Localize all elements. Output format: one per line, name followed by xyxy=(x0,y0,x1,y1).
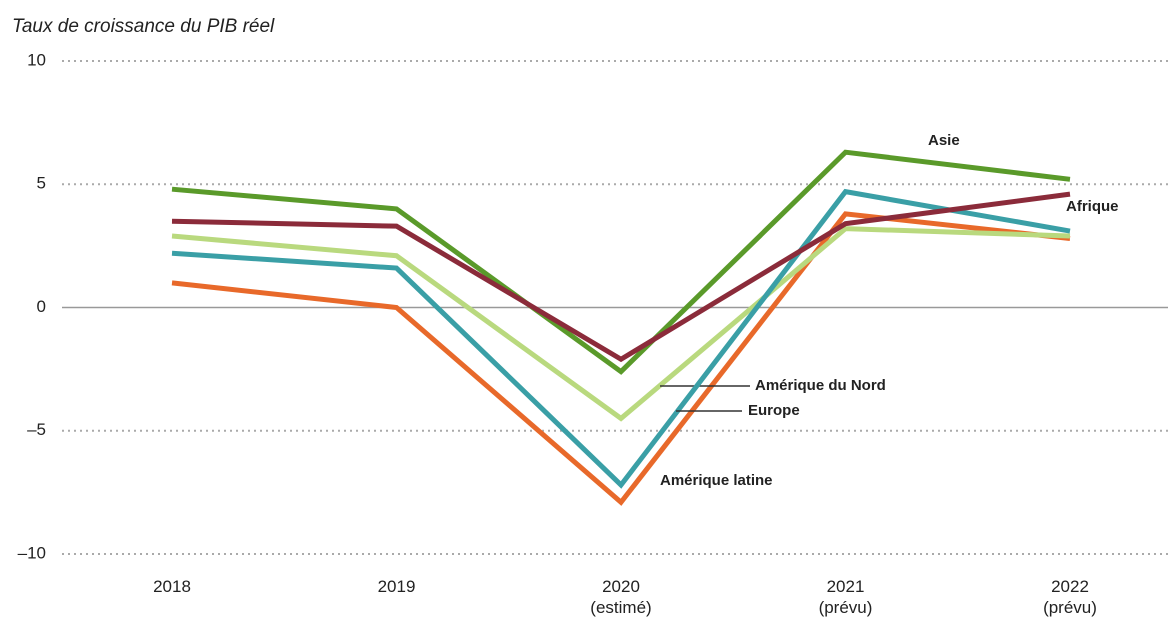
y-tick-label: 5 xyxy=(37,174,46,193)
y-tick-label: 10 xyxy=(27,50,46,69)
series-line xyxy=(171,191,1071,363)
chart-title: Taux de croissance du PIB réel xyxy=(12,16,275,37)
series-label: Amérique du Nord xyxy=(755,377,886,394)
series-label: Amérique latine xyxy=(660,472,773,489)
series-label: Asie xyxy=(928,132,960,149)
y-tick-label: –5 xyxy=(27,420,46,439)
x-tick-label: 2019 xyxy=(377,577,416,596)
series-label: Europe xyxy=(748,402,800,419)
y-tick-label: 0 xyxy=(37,297,46,316)
series-line xyxy=(171,188,1071,489)
x-tick-label: 2021 (prévu) xyxy=(818,577,873,617)
series-label: Afrique xyxy=(1066,198,1119,215)
x-tick-label: 2022 (prévu) xyxy=(1043,577,1097,617)
series-line xyxy=(171,149,1071,375)
series-line xyxy=(171,226,1071,422)
series-line xyxy=(171,211,1071,506)
x-tick-label: 2018 xyxy=(153,577,191,596)
x-tick-label: 2020 (estimé) xyxy=(590,577,652,617)
y-tick-label: –10 xyxy=(18,543,46,562)
